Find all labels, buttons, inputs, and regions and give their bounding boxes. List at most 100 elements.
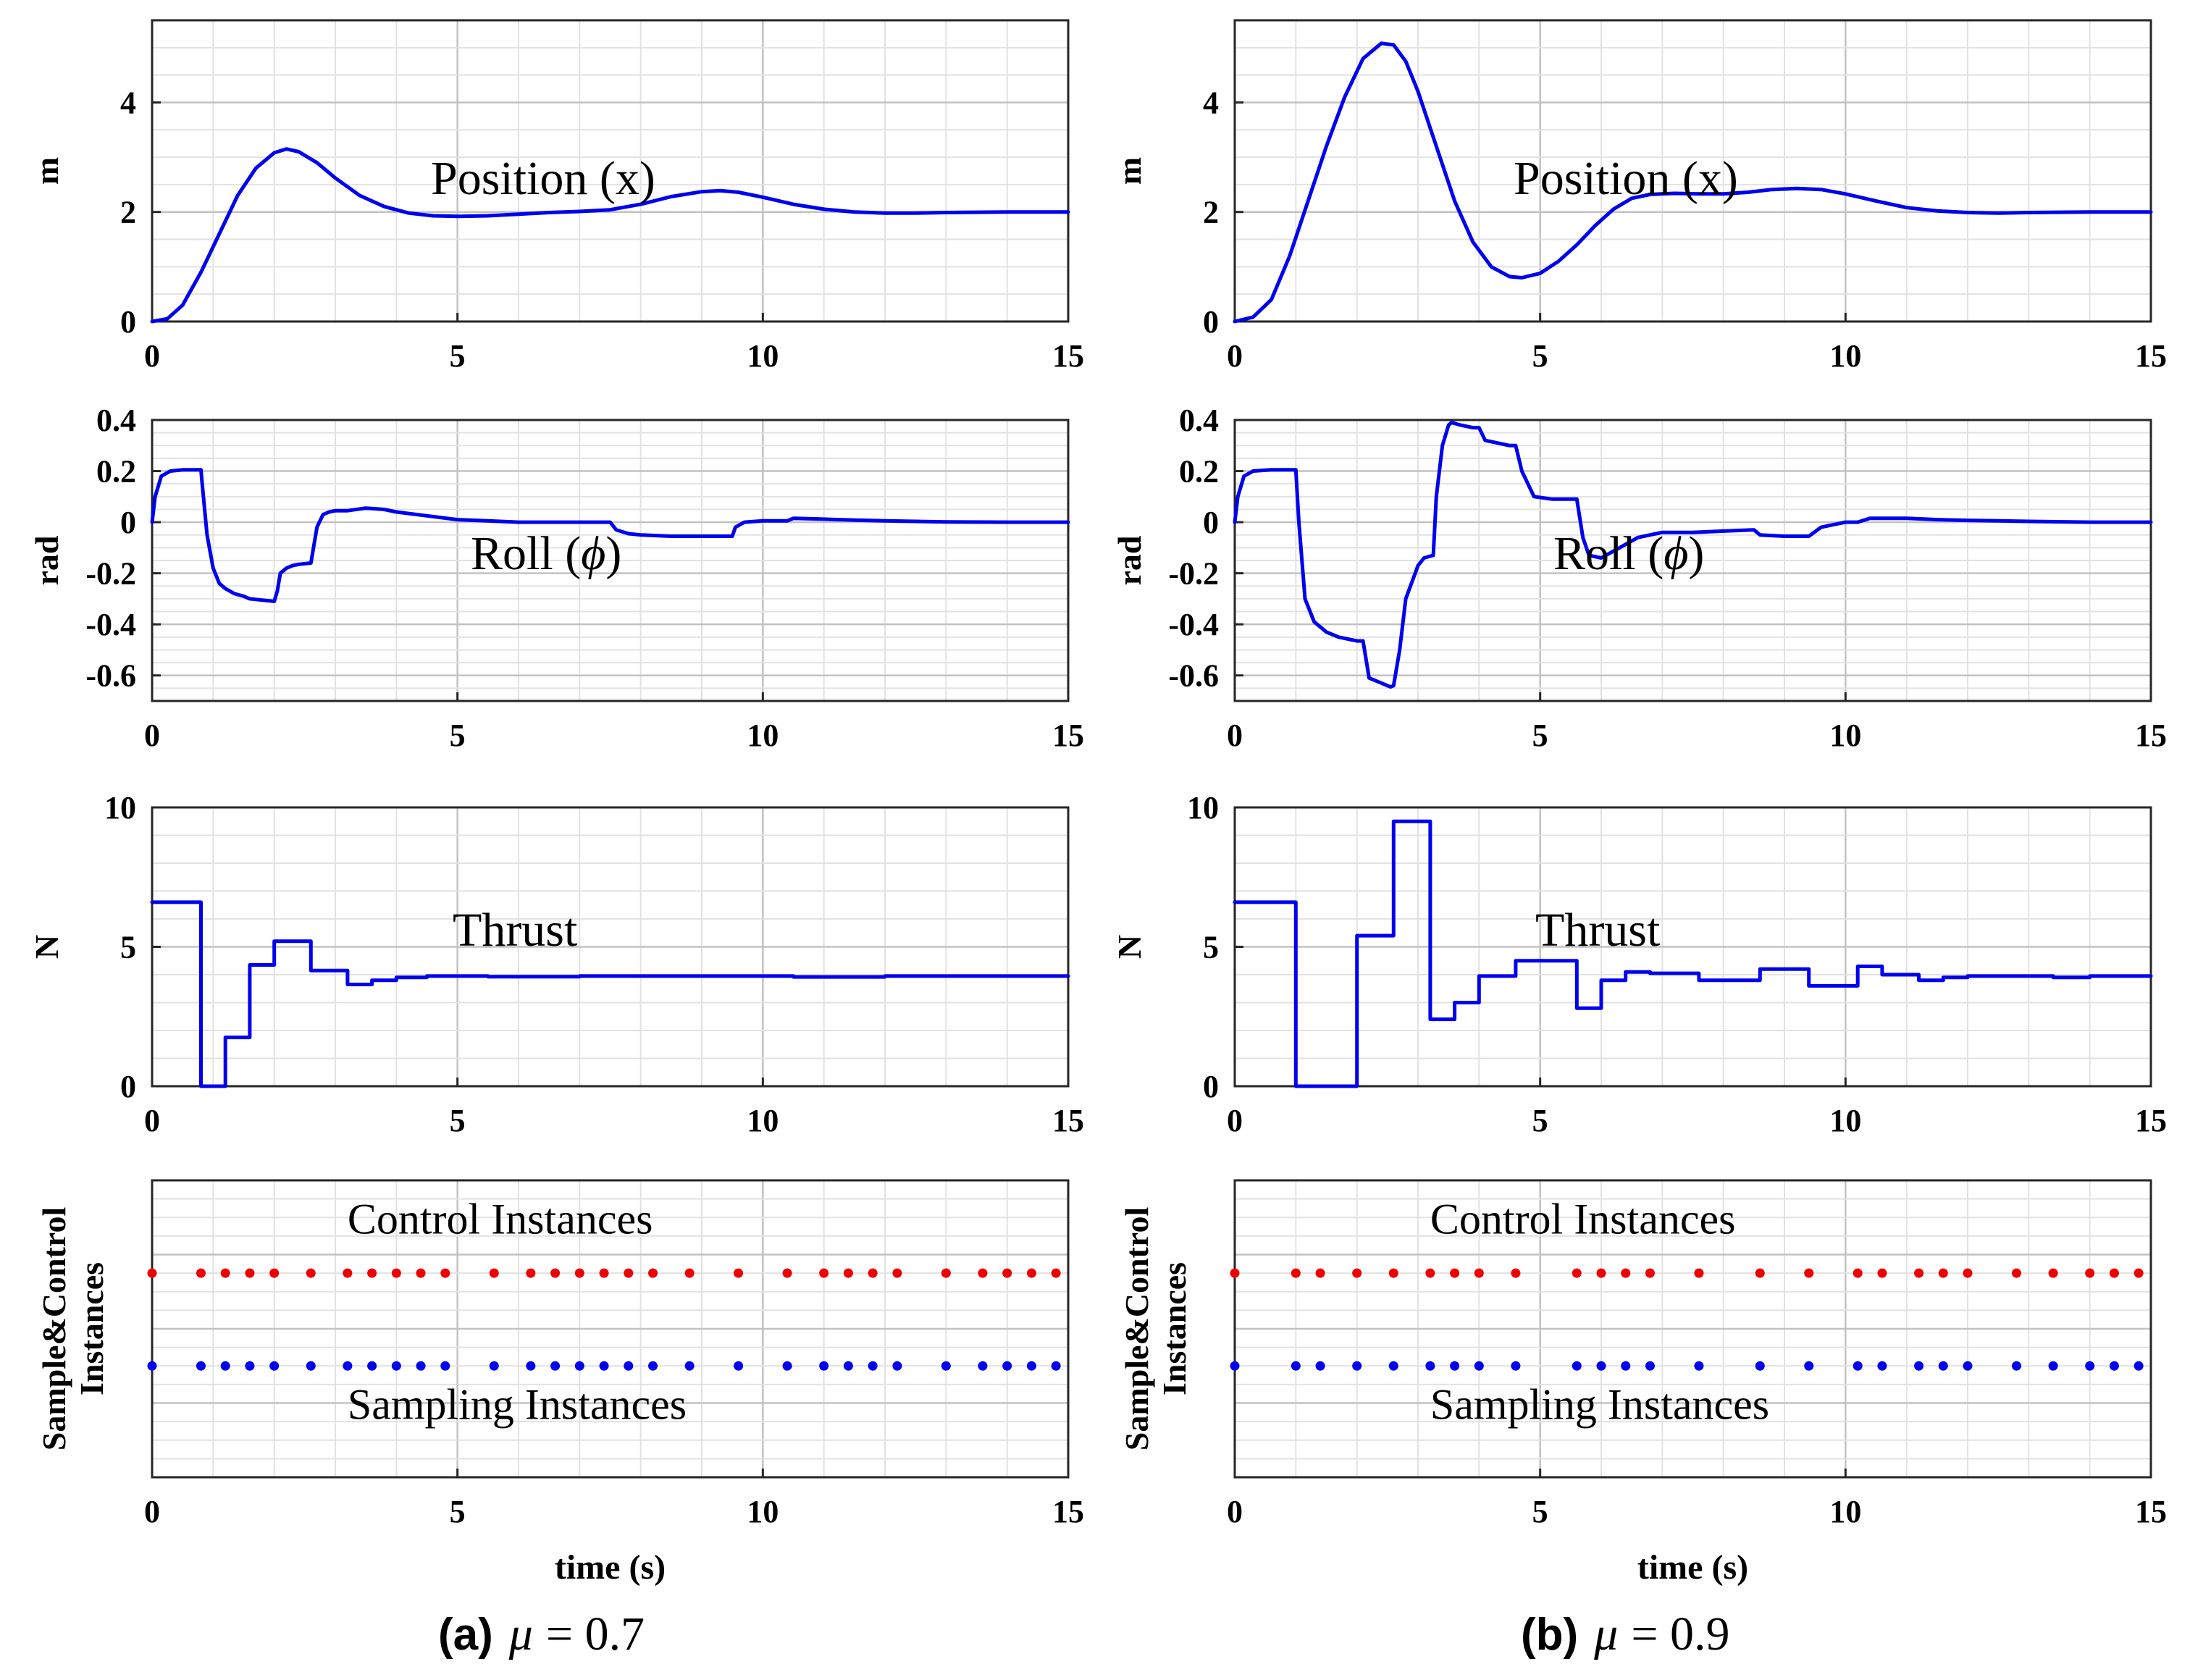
control-instance-point xyxy=(1291,1268,1301,1278)
control-instance-point xyxy=(1596,1268,1606,1278)
x-tick-label: 5 xyxy=(1532,718,1548,753)
control-instance-point xyxy=(941,1268,951,1278)
y-axis-label-line: Instances xyxy=(73,1262,110,1395)
caption-symbol: μ xyxy=(1593,1608,1618,1660)
sampling-instance-point xyxy=(416,1361,426,1371)
x-axis-label: time (s) xyxy=(1637,1548,1748,1587)
y-tick-label: 4 xyxy=(120,85,136,120)
sampling-instance-point xyxy=(1026,1361,1036,1371)
control-instance-point xyxy=(1474,1268,1484,1278)
series-line xyxy=(1233,819,2153,1088)
annotation-close: ) xyxy=(1688,527,1704,580)
control-instance-point xyxy=(1315,1268,1325,1278)
sampling-instance-point xyxy=(1914,1361,1924,1371)
control-instance-point xyxy=(1051,1268,1061,1278)
axes-frame xyxy=(151,1179,1070,1479)
control-instance-point xyxy=(1026,1268,1036,1278)
sampling-instance-point xyxy=(1963,1361,1973,1371)
sampling-instance-point xyxy=(1877,1361,1887,1371)
y-tick-label: 2 xyxy=(120,195,136,230)
series-annotation: Roll (ϕ) xyxy=(471,527,621,580)
sampling-instance-point xyxy=(1291,1361,1301,1371)
annotation-close: ) xyxy=(605,527,621,580)
annotation-text: Roll ( xyxy=(471,527,581,580)
control-instance-point xyxy=(1877,1268,1887,1278)
y-axis-label: Sample&ControlInstances xyxy=(1118,1207,1193,1451)
x-tick-label: 10 xyxy=(747,338,779,374)
sampling-instance-point xyxy=(147,1361,157,1371)
x-tick-label: 5 xyxy=(1532,338,1548,374)
x-tick-label: 15 xyxy=(1052,338,1084,374)
annotation-symbol: ϕ xyxy=(581,527,605,580)
x-tick-label: 15 xyxy=(2135,338,2167,374)
sampling-instance-point xyxy=(526,1361,536,1371)
sampling-instance-point xyxy=(2109,1361,2119,1371)
x-tick-label: 10 xyxy=(1829,718,1861,753)
x-axis-label: time (s) xyxy=(555,1548,666,1587)
control-instance-point xyxy=(1645,1268,1655,1278)
sampling-instance-point xyxy=(1853,1361,1863,1371)
sampling-instance-point xyxy=(2011,1361,2021,1371)
x-tick-label: 0 xyxy=(144,338,160,374)
sampling-instance-point xyxy=(1051,1361,1061,1371)
y-axis-label: m xyxy=(28,157,65,185)
axes-frame xyxy=(151,419,1070,702)
control-instance-point xyxy=(892,1268,902,1278)
sampling-instance-point xyxy=(2134,1361,2144,1371)
sampling-instance-point xyxy=(367,1361,377,1371)
y-axis-label: rad xyxy=(1111,535,1148,585)
sampling-instance-point xyxy=(1315,1361,1325,1371)
y-tick-label: 0 xyxy=(1203,1069,1219,1104)
panel-1-1: 0 5 10 15 -0.6 -0.4 -0.2 0 0.2 0.4 rad Roll (ϕ) xyxy=(1111,403,2167,753)
x-tick-label: 10 xyxy=(1829,338,1861,374)
control-instance-point xyxy=(734,1268,744,1278)
x-tick-label: 0 xyxy=(1227,1494,1243,1529)
sampling-instance-point xyxy=(868,1361,878,1371)
control-instance-point xyxy=(1621,1268,1631,1278)
y-tick-label: -0.4 xyxy=(1168,607,1219,642)
sampling-instance-point xyxy=(550,1361,561,1371)
y-tick-label: -0.2 xyxy=(85,556,136,592)
control-instance-point xyxy=(1450,1268,1460,1278)
x-tick-label: 10 xyxy=(747,1494,779,1529)
sampling-instance-point xyxy=(440,1361,450,1371)
sampling-instance-point xyxy=(489,1361,499,1371)
axes-frame xyxy=(1233,1179,2152,1479)
scatter-annotation: Control Instances xyxy=(348,1195,653,1243)
y-tick-label: 0 xyxy=(120,304,136,340)
control-instance-point xyxy=(1511,1268,1521,1278)
annotation-text: Thrust xyxy=(453,904,577,957)
control-instance-point xyxy=(306,1268,316,1278)
x-tick-label: 5 xyxy=(450,338,466,374)
sampling-instance-point xyxy=(1474,1361,1484,1371)
control-instance-point xyxy=(2048,1268,2058,1278)
x-tick-label: 10 xyxy=(1829,1494,1861,1529)
caption-letter: (a) xyxy=(438,1610,493,1660)
x-tick-label: 0 xyxy=(1227,1103,1243,1138)
scatter-annotation: Control Instances xyxy=(1430,1195,1736,1243)
sampling-instance-point xyxy=(220,1361,230,1371)
x-tick-label: 10 xyxy=(1829,1103,1861,1138)
x-tick-label: 0 xyxy=(1227,718,1243,753)
grid xyxy=(151,806,1070,1088)
panel-1-2: 0 5 10 15 0 5 10 N Thrust xyxy=(1111,790,2167,1138)
y-tick-label: 0.4 xyxy=(96,403,136,438)
control-instance-point xyxy=(599,1268,609,1278)
sampling-instance-point xyxy=(1352,1361,1362,1371)
caption-symbol: μ xyxy=(508,1608,533,1660)
caption-value: = 0.7 xyxy=(546,1608,645,1660)
y-tick-label: 10 xyxy=(1187,790,1219,826)
control-instance-point xyxy=(819,1268,829,1278)
grid xyxy=(151,419,1070,702)
grid xyxy=(151,1179,1070,1479)
sampling-instance-point xyxy=(1755,1361,1765,1371)
sampling-instance-point xyxy=(1572,1361,1582,1371)
y-tick-label: -0.6 xyxy=(1168,658,1219,694)
subfigure-caption: (a) μ = 0.7 xyxy=(438,1608,645,1660)
annotation-text: Roll ( xyxy=(1553,527,1664,580)
sampling-instance-point xyxy=(843,1361,853,1371)
sampling-instance-point xyxy=(306,1361,316,1371)
y-tick-label: 0.2 xyxy=(96,454,136,490)
sampling-instance-point xyxy=(1694,1361,1704,1371)
